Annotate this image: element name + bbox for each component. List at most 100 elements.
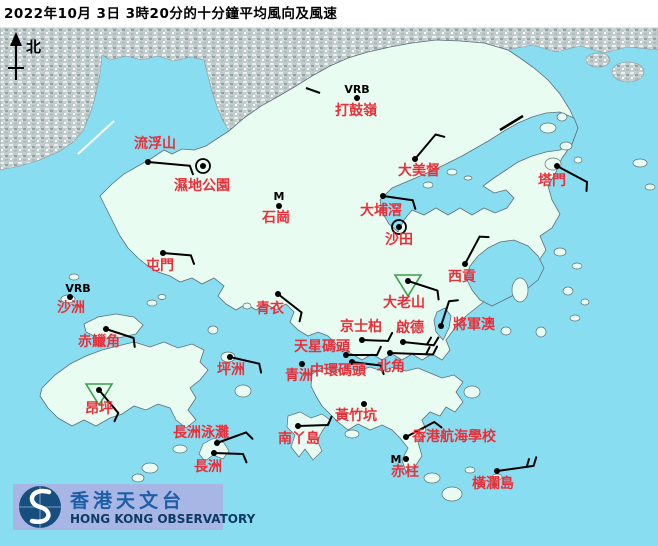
station-tai-po-kau: 大埔滘 — [360, 193, 417, 219]
station-label: 黃竹坑 — [334, 407, 377, 424]
station-flag-vrb: VRB — [65, 282, 90, 295]
station-dot-icon — [396, 224, 402, 230]
station-label: 沙田 — [385, 232, 413, 248]
station-kings-park: 京士柏 — [340, 318, 394, 343]
station-dot-icon — [145, 159, 151, 165]
wind-barb-icon — [277, 293, 303, 323]
station-north-point: 北角 — [377, 345, 439, 375]
logo-name-zh: 香港天文台 — [69, 489, 185, 512]
station-wetland-park: 濕地公園 — [174, 158, 230, 194]
station-dot-icon — [227, 354, 233, 360]
station-dot-icon — [400, 339, 406, 345]
border-fence-line — [305, 87, 321, 94]
shenzhen-bay-bridge — [77, 120, 115, 155]
wind-barb-icon — [405, 421, 443, 438]
station-label: 南丫島 — [278, 430, 320, 447]
calm-wind-circle-icon — [195, 158, 211, 174]
hill-station-triangle-icon — [84, 383, 114, 407]
station-dot-icon — [412, 156, 418, 162]
wind-barb-icon — [105, 328, 136, 348]
station-label: 塔門 — [538, 172, 566, 189]
wind-barb-icon — [361, 331, 394, 342]
station-peng-chau: 坪洲 — [217, 354, 263, 378]
wind-barb-icon — [389, 345, 439, 356]
station-star-ferry-pier: 天星碼頭 — [294, 339, 382, 358]
station-label: 青衣 — [256, 300, 285, 317]
station-label: 大老山 — [383, 294, 425, 311]
station-tap-mun: 塔門 — [538, 163, 588, 192]
station-dot-icon — [359, 337, 365, 343]
station-dot-icon — [403, 434, 409, 440]
station-dot-icon — [214, 440, 220, 446]
station-wong-chuk-hang: 黃竹坑 — [334, 401, 377, 424]
wind-barb-icon — [351, 361, 385, 376]
station-ngong-ping: 昂坪 — [84, 383, 120, 423]
north-arrow: 北 — [8, 32, 41, 80]
wind-barb-icon — [496, 456, 538, 472]
airport-island — [83, 313, 144, 339]
station-label: 赤鱲角 — [78, 333, 120, 350]
hko-logo-swirl — [29, 488, 52, 524]
station-label: 北角 — [377, 358, 405, 375]
station-label: 濕地公園 — [174, 177, 230, 194]
station-dot-icon — [405, 278, 411, 284]
station-label: 打鼓嶺 — [335, 102, 378, 119]
station-waglan-island: 橫瀾島 — [472, 456, 538, 492]
wind-barb-icon — [213, 452, 248, 464]
station-dot-icon — [160, 250, 166, 256]
wind-barb-icon — [345, 345, 382, 356]
station-dot-icon — [349, 359, 355, 365]
station-dot-icon — [275, 291, 281, 297]
station-label: 將軍澳 — [453, 316, 496, 333]
wind-barb-icon — [98, 389, 120, 423]
station-dot-icon — [96, 387, 102, 393]
station-sai-kung: 西貢 — [448, 235, 490, 285]
station-label: 青洲 — [285, 367, 313, 384]
station-label: 石崗 — [261, 209, 290, 226]
wind-barb-icon — [440, 299, 459, 327]
station-flag-vrb: VRB — [344, 83, 369, 96]
lantau-island — [39, 341, 209, 429]
station-label: 香港航海學校 — [411, 428, 497, 445]
station-lau-fau-shan: 流浮山 — [134, 135, 194, 176]
tolo-harbour-water — [379, 111, 579, 233]
station-dot-icon — [494, 468, 500, 474]
station-label: 啟德 — [396, 319, 424, 336]
station-label: 流浮山 — [134, 135, 176, 152]
wind-barb-icon — [147, 161, 194, 176]
station-label: 大美督 — [398, 162, 440, 179]
station-label: 中環碼頭 — [310, 362, 367, 379]
station-kai-tak: 啟德 — [396, 319, 440, 347]
wind-barb-icon — [464, 235, 490, 265]
station-dot-icon — [354, 95, 360, 101]
station-lamma-island: 南丫島 — [278, 415, 333, 447]
logo-name-en: HONG KONG OBSERVATORY — [70, 512, 256, 526]
station-dot-icon — [343, 352, 349, 358]
station-label: 京士柏 — [340, 318, 382, 335]
station-dot-icon — [438, 323, 444, 329]
station-label: 坪洲 — [217, 362, 245, 378]
station-central-pier: 中環碼頭 — [310, 359, 385, 379]
station-dot-icon — [403, 456, 409, 462]
station-flag-m: M — [391, 453, 402, 466]
station-chek-lap-kok: 赤鱲角 — [78, 326, 136, 350]
wind-barb-icon — [402, 336, 440, 347]
station-flag-m: M — [274, 190, 285, 203]
wind-barb-icon — [407, 280, 440, 301]
wind-barb-icon — [162, 252, 195, 265]
hko-logo-banner: 香港天文台 HONG KONG OBSERVATORY — [13, 484, 256, 530]
station-tuen-mun: 屯門 — [146, 250, 195, 274]
calm-wind-circle-icon — [391, 219, 407, 235]
station-green-island: 青洲 — [285, 361, 313, 384]
station-stanley: M赤柱 — [391, 453, 419, 480]
station-label: 天星碼頭 — [294, 339, 351, 355]
station-tai-mei-tuk: 大美督 — [398, 133, 446, 179]
station-dot-icon — [462, 261, 468, 267]
station-dot-icon — [276, 203, 282, 209]
shenzhen-urban-land — [0, 27, 658, 171]
station-label: 大埔滘 — [360, 202, 402, 219]
ap-lei-chau-island — [344, 429, 360, 439]
